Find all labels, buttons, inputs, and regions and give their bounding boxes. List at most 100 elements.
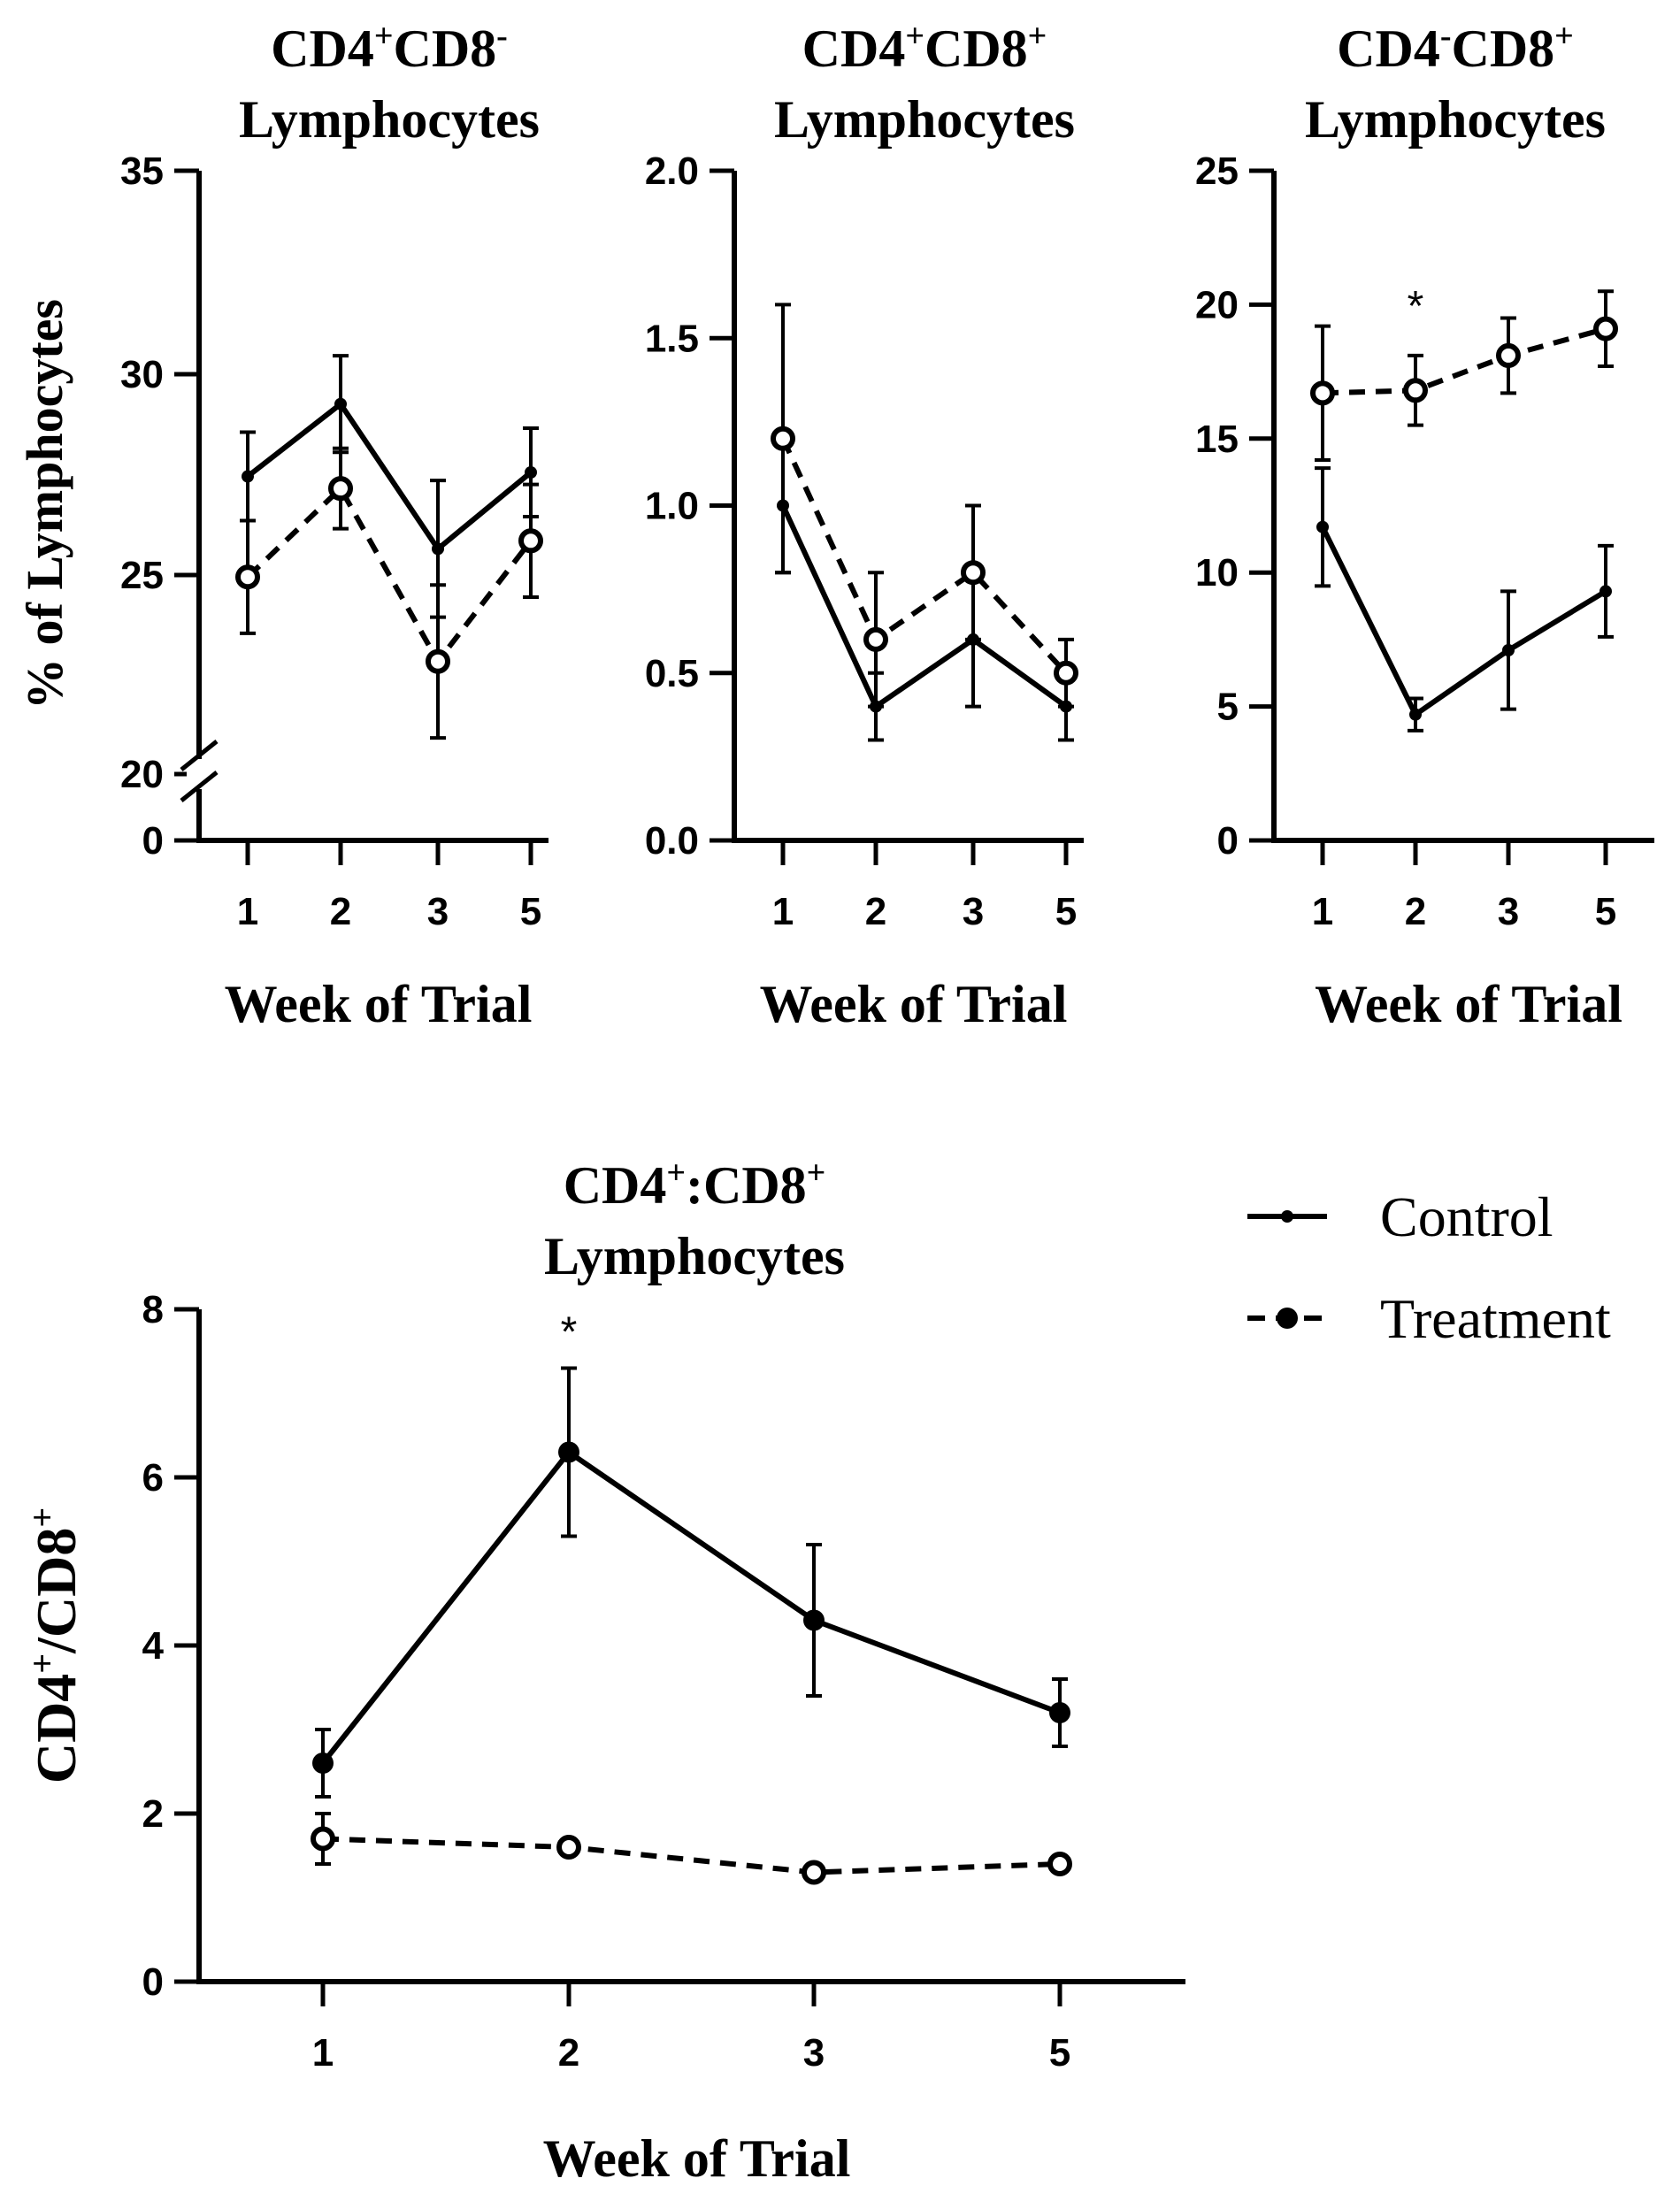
series-line — [780, 437, 1069, 675]
x-tick-label: 2 — [865, 890, 886, 933]
y-tick-label: 0 — [142, 1960, 164, 2004]
y-tick-label: 0.0 — [645, 819, 699, 863]
x-tick-label: 2 — [1405, 890, 1426, 933]
series-treatment — [235, 446, 543, 740]
plot-title-line2: Lymphocytes — [774, 90, 1075, 149]
data-point — [242, 470, 254, 483]
title-text: CD8 — [1452, 19, 1555, 78]
y-tick-label: 0 — [1217, 819, 1239, 863]
data-point — [1496, 342, 1521, 368]
series-treatment — [311, 1812, 1072, 1885]
legend-treatment-label: Treatment — [1380, 1287, 1611, 1350]
title-text: CD8 — [394, 19, 497, 78]
x-axis-label: Week of Trial — [760, 975, 1068, 1033]
data-point — [1054, 660, 1078, 686]
data-point — [1403, 378, 1428, 403]
ylabel-text: CD4 — [25, 1674, 88, 1783]
data-point — [558, 1441, 579, 1463]
y-tick-label: 2.0 — [645, 150, 699, 193]
title-text: CD4 — [564, 1156, 667, 1215]
ylabel-superscript: + — [22, 1653, 62, 1674]
x-tick-label: 5 — [1595, 890, 1616, 933]
y-tick-label: 10 — [1195, 551, 1239, 594]
x-axis-label: Week of Trial — [225, 975, 533, 1033]
title-superscript: + — [1028, 18, 1047, 55]
data-point — [334, 397, 347, 410]
x-tick-label: 1 — [772, 890, 794, 933]
title-superscript: - — [1440, 18, 1452, 55]
data-point — [771, 426, 795, 451]
x-tick-label: 2 — [330, 890, 351, 933]
x-tick-label: 5 — [520, 890, 541, 933]
title-text: :CD8 — [686, 1156, 807, 1215]
series-line — [1320, 525, 1607, 719]
data-point — [1409, 708, 1422, 721]
ylabel-text: /CD8 — [25, 1528, 88, 1654]
data-point — [1310, 380, 1335, 406]
legend-treatment-marker — [1277, 1308, 1298, 1329]
series-line — [245, 484, 533, 667]
y-tick-label: 1.0 — [645, 485, 699, 528]
series-control — [312, 1366, 1070, 1799]
y-axis-label: % of Lymphocytes — [16, 299, 73, 709]
legend-control-label: Control — [1380, 1185, 1553, 1248]
series-treatment — [1310, 289, 1618, 463]
data-point — [312, 1753, 334, 1774]
x-tick-label: 5 — [1055, 890, 1077, 933]
y-tick-label: 0.5 — [645, 652, 699, 695]
data-point — [518, 528, 543, 554]
data-point — [235, 564, 260, 590]
data-point — [1316, 520, 1329, 533]
data-point — [328, 476, 353, 502]
legend-control-marker — [1281, 1210, 1293, 1223]
title-superscript: + — [807, 1154, 826, 1192]
title-text: CD4 — [1337, 19, 1440, 78]
data-point — [961, 560, 986, 586]
y-tick-label: 15 — [1195, 418, 1239, 461]
x-axis-label: Week of Trial — [1315, 975, 1622, 1033]
plot-title-line1: CD4+CD8+ — [802, 18, 1047, 78]
title-superscript: + — [1554, 18, 1574, 55]
y-tick-label: 0 — [142, 819, 164, 863]
y-tick-label: 25 — [120, 554, 164, 597]
y-tick-label: 35 — [120, 150, 164, 193]
data-point — [426, 648, 450, 674]
series-control — [240, 354, 539, 619]
significance-asterisk: * — [561, 1309, 578, 1356]
title-text: CD4 — [271, 19, 374, 78]
series-line — [1322, 326, 1607, 396]
series-control — [775, 436, 1074, 742]
plot-title-line1: CD4+CD8- — [271, 18, 508, 78]
plot-title-line2: Lymphocytes — [1305, 90, 1606, 149]
data-point — [863, 626, 888, 652]
data-point — [311, 1826, 335, 1852]
title-superscript: + — [666, 1154, 686, 1192]
series-control — [1315, 466, 1614, 733]
x-tick-label: 1 — [237, 890, 258, 933]
y-tick-label: 20 — [1195, 283, 1239, 326]
data-point — [556, 1835, 581, 1860]
x-tick-label: 1 — [312, 2031, 334, 2075]
x-tick-label: 3 — [963, 890, 984, 933]
data-point — [1502, 644, 1515, 657]
title-superscript: + — [374, 18, 394, 55]
series-treatment — [771, 303, 1078, 709]
y-tick-label: 8 — [142, 1288, 164, 1331]
ylabel-superscript: + — [22, 1507, 62, 1528]
x-tick-label: 3 — [427, 890, 449, 933]
y-tick-label: 6 — [142, 1456, 164, 1500]
title-text: CD8 — [924, 19, 1028, 78]
title-text: CD4 — [802, 19, 906, 78]
y-tick-label: 25 — [1195, 150, 1239, 193]
plot-title-line2: Lymphocytes — [544, 1227, 845, 1285]
data-point — [432, 542, 444, 556]
title-superscript: + — [905, 18, 924, 55]
data-point — [525, 466, 537, 479]
data-point — [1047, 1852, 1072, 1876]
data-point — [802, 1860, 826, 1885]
data-point — [1049, 1702, 1070, 1723]
series-line — [322, 1836, 1061, 1875]
